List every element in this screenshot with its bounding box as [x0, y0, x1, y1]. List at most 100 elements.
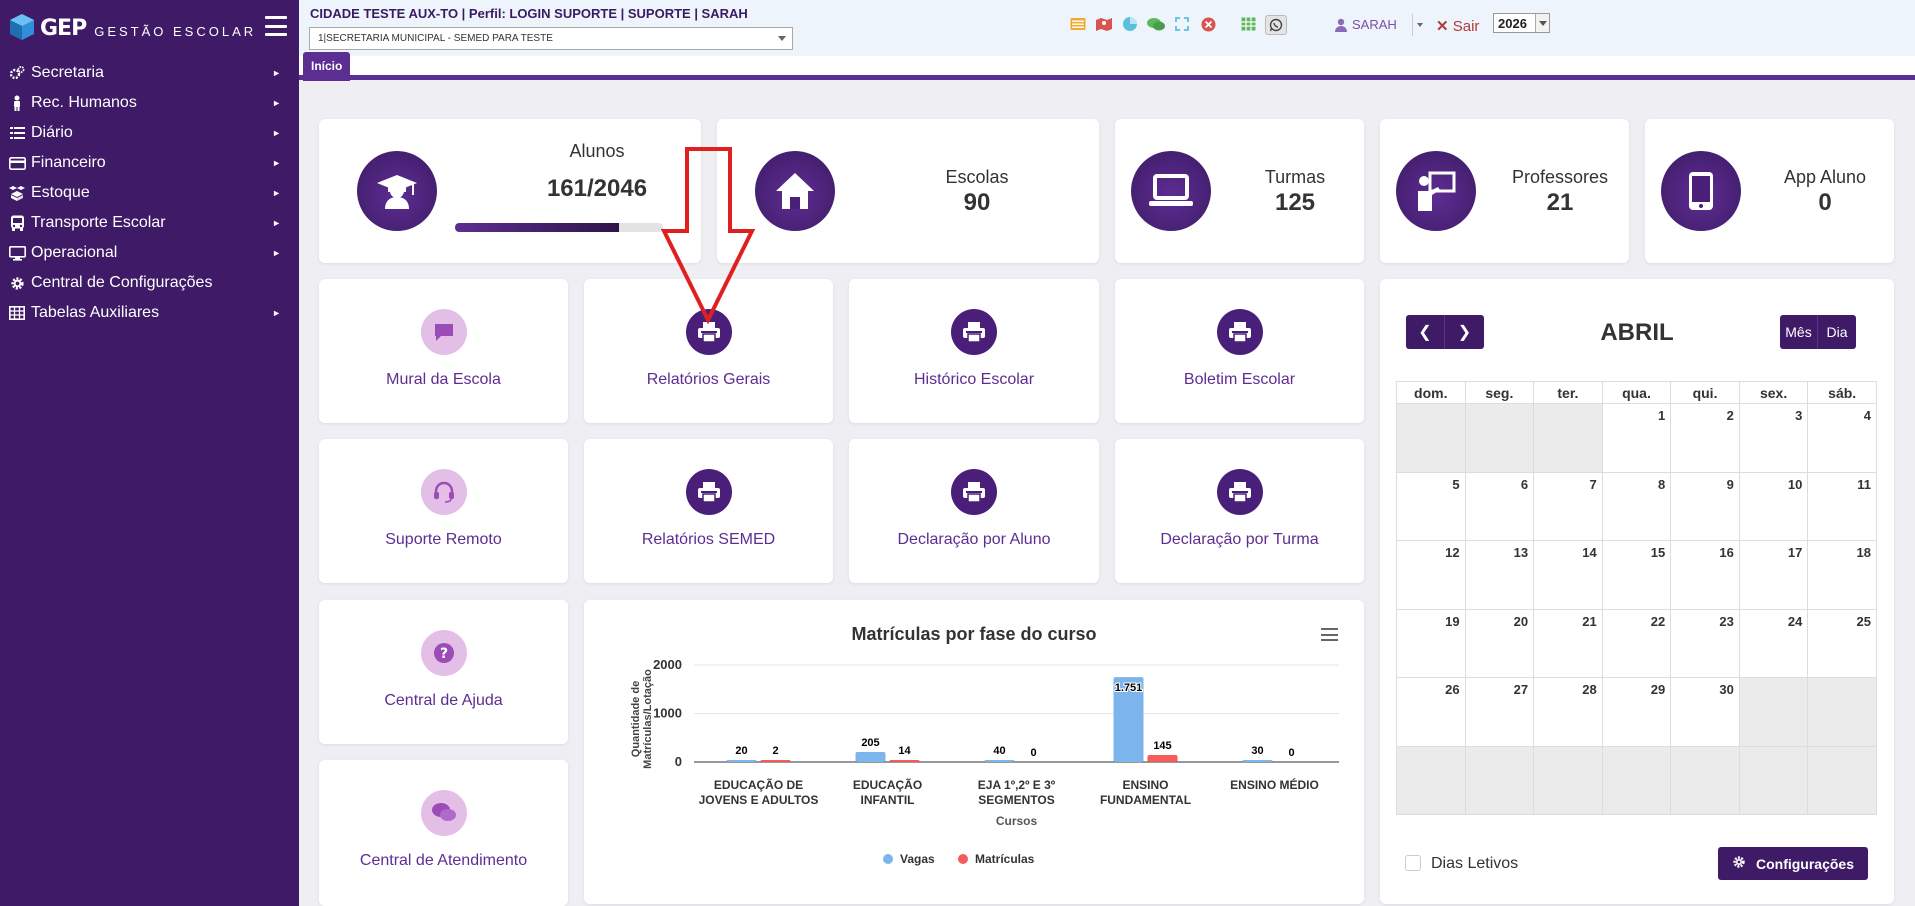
calendar-day-cell [1807, 745, 1877, 815]
fullscreen-icon[interactable] [1173, 15, 1191, 33]
sidebar-item-configuracoes[interactable]: Central de Configurações [0, 268, 299, 298]
calendar-day-cell[interactable]: 4 [1807, 403, 1877, 473]
logout-label: Sair [1452, 18, 1480, 35]
sidebar-item-diario[interactable]: Diário ► [0, 118, 299, 148]
tile-central-atendimento[interactable]: Central de Atendimento [319, 760, 568, 906]
sidebar-item-secretaria[interactable]: Secretaria ► [0, 58, 299, 88]
calendar-day-cell[interactable]: 10 [1738, 471, 1809, 541]
calendar-day-cell[interactable]: 12 [1396, 540, 1466, 610]
user-dropdown-toggle[interactable] [1412, 14, 1426, 36]
y-tick-label: 0 [675, 754, 682, 769]
stat-card-alunos: Alunos 161/2046 [319, 119, 701, 263]
data-label: 205 [861, 737, 879, 749]
calendar-day-cell[interactable]: 28 [1533, 677, 1603, 747]
weekday-header: ter. [1533, 381, 1603, 404]
weekday-header: sex. [1738, 381, 1809, 404]
menu-toggle-icon[interactable] [265, 16, 287, 36]
caret-right-icon: ► [272, 218, 281, 228]
sidebar-item-operacional[interactable]: Operacional ► [0, 238, 299, 268]
calendar-day-cell[interactable]: 26 [1396, 677, 1466, 747]
sidebar-item-transporte[interactable]: Transporte Escolar ► [0, 208, 299, 238]
calendar-day-cell[interactable]: 15 [1601, 540, 1672, 610]
calendar-day-cell[interactable]: 23 [1670, 608, 1740, 678]
next-month-button[interactable]: ❯ [1445, 315, 1484, 349]
graduate-icon [357, 151, 437, 231]
tile-label: Relatórios SEMED [641, 531, 776, 548]
data-label: 0 [1288, 747, 1294, 759]
tile-suporte-remoto[interactable]: Suporte Remoto [319, 439, 568, 583]
logout-button[interactable]: ✕ Sair [1436, 17, 1479, 35]
configuracoes-button[interactable]: Configurações [1718, 847, 1868, 880]
headset-icon [420, 469, 467, 515]
users-map-icon[interactable] [1095, 15, 1113, 33]
calendar-day-cell[interactable]: 6 [1464, 471, 1535, 541]
tile-label: Suporte Remoto [385, 531, 502, 548]
calendar-day-cell[interactable]: 9 [1670, 471, 1740, 541]
sidebar-item-financeiro[interactable]: Financeiro ► [0, 148, 299, 178]
sidebar-item-label: Secretaria [31, 64, 104, 81]
calendar-day-cell[interactable]: 18 [1807, 540, 1877, 610]
calendar-day-cell[interactable]: 21 [1533, 608, 1603, 678]
bar-vagas [984, 760, 1015, 762]
tab-inicio[interactable]: Início [303, 52, 351, 81]
whatsapp-icon[interactable] [1265, 15, 1287, 35]
calendar-day-cell[interactable]: 29 [1601, 677, 1672, 747]
view-month-button[interactable]: Mês [1780, 315, 1818, 349]
user-menu[interactable]: SARAH [1334, 17, 1397, 32]
tab-bar: Início [299, 52, 1915, 81]
tile-relatorios-gerais[interactable]: Relatórios Gerais [584, 279, 833, 423]
tile-declaracao-turma[interactable]: Declaração por Turma [1115, 439, 1364, 583]
spreadsheet-icon[interactable] [1239, 15, 1257, 33]
stat-card-turmas: Turmas 125 [1115, 119, 1364, 263]
calendar-day-cell[interactable]: 3 [1738, 403, 1809, 473]
calendar-day-cell[interactable]: 11 [1807, 471, 1877, 541]
calendar-day-cell[interactable]: 22 [1601, 608, 1672, 678]
unit-select[interactable]: 1|SECRETARIA MUNICIPAL - SEMED PARA TEST… [309, 27, 793, 50]
sidebar: GEP GESTÃO ESCOLAR Secretaria ► Rec. Huma… [0, 0, 299, 906]
calendar-day-cell[interactable]: 17 [1738, 540, 1809, 610]
calendar-day-cell[interactable]: 24 [1738, 608, 1809, 678]
y-tick-label: 1000 [653, 706, 682, 721]
calendar-day-cell [1464, 745, 1535, 815]
calendar-day-cell[interactable]: 1 [1601, 403, 1672, 473]
y-tick-label: 2000 [653, 657, 682, 672]
calendar-day-cell[interactable]: 16 [1670, 540, 1740, 610]
sidebar-item-tabelas[interactable]: Tabelas Auxiliares ► [0, 298, 299, 328]
sidebar-item-estoque[interactable]: Estoque ► [0, 178, 299, 208]
tile-historico-escolar[interactable]: Histórico Escolar [849, 279, 1099, 423]
calendar-day-cell[interactable]: 27 [1464, 677, 1535, 747]
chart-menu-icon[interactable] [1321, 628, 1338, 641]
calendar-day-cell[interactable]: 7 [1533, 471, 1603, 541]
sidebar-item-label: Financeiro [31, 154, 106, 171]
tile-mural-escola[interactable]: Mural da Escola [319, 279, 568, 423]
calendar-day-cell[interactable]: 5 [1396, 471, 1466, 541]
calendar-day-cell[interactable]: 13 [1464, 540, 1535, 610]
gear-icon [8, 275, 26, 291]
calendar-day-cell [1670, 745, 1740, 815]
prev-month-button[interactable]: ❮ [1406, 315, 1445, 349]
pie-chart-icon[interactable] [1121, 15, 1139, 33]
calendar-day-cell[interactable]: 20 [1464, 608, 1535, 678]
legend-marker [883, 854, 893, 864]
year-select[interactable]: 2026 [1493, 13, 1550, 33]
tile-boletim-escolar[interactable]: Boletim Escolar [1115, 279, 1364, 423]
calendar-day-cell[interactable]: 8 [1601, 471, 1672, 541]
credit-card-icon [8, 155, 26, 171]
dias-letivos-checkbox[interactable] [1405, 855, 1421, 871]
stat-value: 0 [1818, 189, 1832, 216]
calendar-day-cell[interactable]: 14 [1533, 540, 1603, 610]
tile-central-ajuda[interactable]: ? Central de Ajuda [319, 600, 568, 744]
view-day-button[interactable]: Dia [1818, 315, 1856, 349]
calendar-day-cell[interactable]: 30 [1670, 677, 1740, 747]
tile-relatorios-semed[interactable]: Relatórios SEMED [584, 439, 833, 583]
close-circle-icon[interactable] [1199, 15, 1217, 33]
sidebar-item-rec-humanos[interactable]: Rec. Humanos ► [0, 88, 299, 118]
list-card-icon[interactable] [1069, 15, 1087, 33]
calendar-day-cell[interactable]: 19 [1396, 608, 1466, 678]
calendar-day-cell[interactable]: 25 [1807, 608, 1877, 678]
tile-declaracao-aluno[interactable]: Declaração por Aluno [849, 439, 1099, 583]
chat-icon[interactable] [1147, 15, 1165, 33]
weekday-row: dom. seg. ter. qua. qui. sex. sáb. [1396, 381, 1877, 404]
calendar-day-cell[interactable]: 2 [1670, 403, 1740, 473]
